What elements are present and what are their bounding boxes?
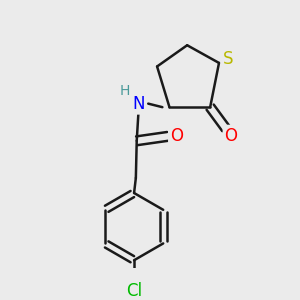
Text: O: O — [225, 127, 238, 145]
Text: N: N — [132, 94, 145, 112]
Text: O: O — [170, 128, 183, 146]
Text: S: S — [223, 50, 233, 68]
Text: Cl: Cl — [126, 282, 142, 300]
Text: H: H — [120, 84, 130, 98]
